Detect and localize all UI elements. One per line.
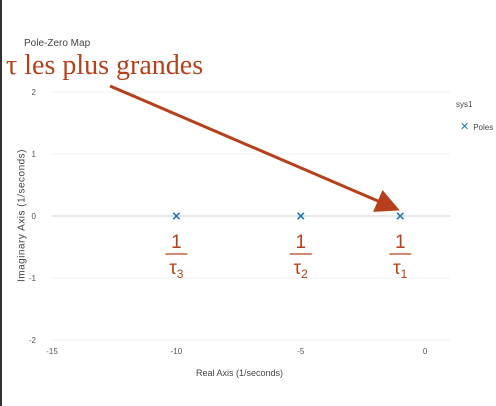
- pole-time-constant-label: 1τ1: [389, 232, 411, 281]
- y-tick-label: 2: [32, 88, 37, 97]
- y-tick-label: 1: [32, 150, 37, 159]
- pole-time-constant-label: 1τ2: [290, 232, 312, 281]
- annotation-arrow: [110, 86, 394, 208]
- fraction-denominator: τ3: [169, 258, 184, 281]
- fraction-denominator: τ2: [294, 258, 309, 281]
- y-tick-label: 0: [32, 212, 37, 221]
- fraction-numerator: 1: [295, 232, 306, 253]
- x-tick-label: -15: [46, 347, 58, 356]
- y-tick-label: -2: [29, 336, 37, 345]
- fraction-denominator: τ1: [393, 258, 408, 281]
- y-tick-label: -1: [29, 274, 37, 283]
- fraction-numerator: 1: [395, 232, 406, 253]
- x-tick-label: -10: [171, 347, 183, 356]
- x-tick-label: -5: [297, 347, 305, 356]
- pole-time-constant-label: 1τ3: [165, 232, 187, 281]
- fraction-numerator: 1: [171, 232, 182, 253]
- x-tick-label: 0: [423, 347, 428, 356]
